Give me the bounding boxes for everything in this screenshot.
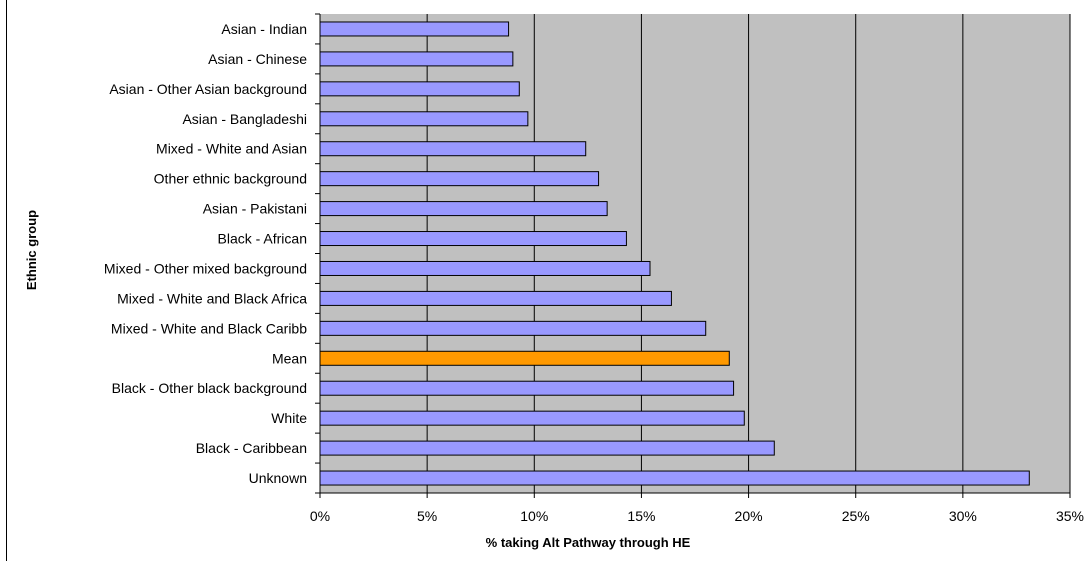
y-tick-label: Asian - Bangladeshi (182, 111, 307, 127)
bar (319, 260, 651, 276)
y-tick-label: Asian - Pakistani (203, 201, 307, 217)
bar (319, 141, 587, 157)
y-tick-label: White (271, 410, 307, 426)
y-tick-label: Black - African (218, 231, 307, 247)
axes (315, 13, 1071, 498)
bar (319, 21, 510, 37)
bar (319, 470, 1030, 486)
x-tick-label: 35% (1056, 508, 1084, 524)
bar (319, 231, 627, 247)
y-tick-label: Asian - Other Asian background (109, 81, 307, 97)
x-tick-label: 20% (735, 508, 763, 524)
bar (319, 320, 707, 336)
y-tick-label: Asian - Chinese (208, 51, 307, 67)
bar (319, 410, 745, 426)
bar (319, 111, 529, 127)
bar (319, 171, 600, 187)
y-tick-label: Mixed - White and Asian (156, 141, 307, 157)
y-tick-label: Black - Other black background (112, 380, 307, 396)
x-axis-title: % taking Alt Pathway through HE (486, 535, 691, 550)
y-tick-labels: Asian - Indian Asian - Chinese Asian - Oth… (104, 21, 307, 486)
x-tick-label: 30% (949, 508, 977, 524)
y-axis-title: Ethnic group (24, 210, 39, 290)
bar (319, 201, 608, 217)
y-tick-label: Mixed - White and Black Africa (117, 290, 307, 306)
x-tick-label: 15% (627, 508, 655, 524)
bar (319, 51, 514, 67)
y-tick-label: Other ethnic background (154, 171, 307, 187)
chart-frame (6, 0, 1090, 561)
bar (319, 440, 775, 456)
bar (319, 380, 735, 396)
x-tick-label: 10% (520, 508, 548, 524)
x-tick-label: 5% (417, 508, 437, 524)
y-tick-label: Unknown (249, 470, 307, 486)
y-tick-label: Black - Caribbean (196, 440, 307, 456)
bar (319, 290, 672, 306)
bar (319, 81, 520, 97)
bars (319, 21, 1030, 486)
x-tick-label: 25% (842, 508, 870, 524)
x-tick-labels: 0% 5% 10% 15% 20% 25% 30% 35% (310, 508, 1084, 524)
y-tick-label: Asian - Indian (221, 21, 307, 37)
y-tick-label: Mixed - White and Black Caribb (111, 320, 307, 336)
y-tick-label: Mixed - Other mixed background (104, 260, 307, 276)
mean-bar (319, 350, 730, 366)
y-tick-label: Mean (272, 350, 307, 366)
x-tick-label: 0% (310, 508, 330, 524)
